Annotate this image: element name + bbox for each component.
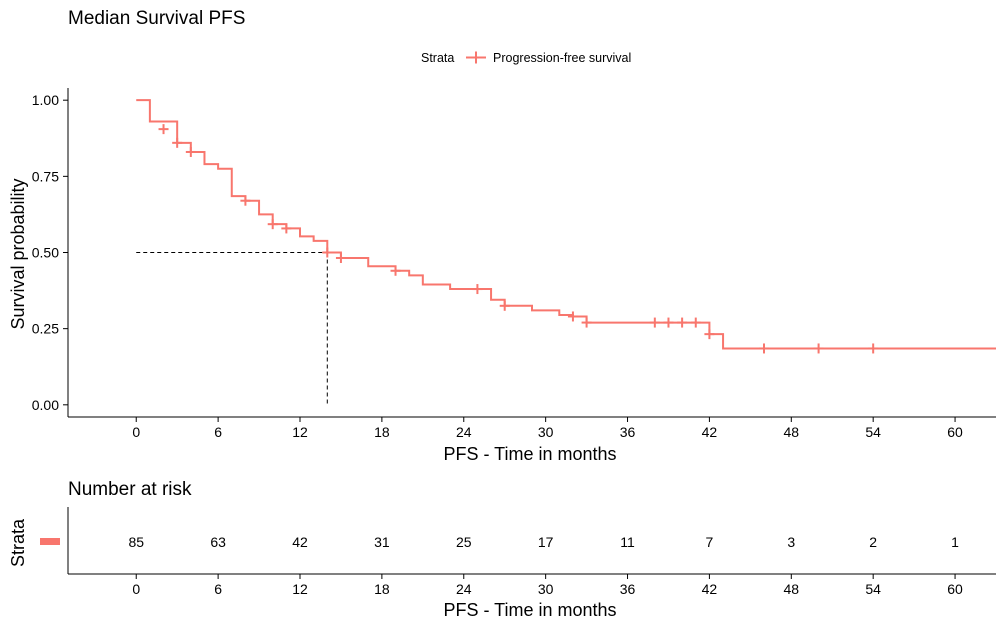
- censor-mark: [335, 252, 346, 263]
- risk-count: 11: [620, 534, 635, 550]
- risk-x-tick-label: 12: [292, 581, 308, 597]
- censor-mark: [581, 317, 592, 328]
- risk-x-tick-label: 18: [374, 581, 390, 597]
- x-tick-label: 36: [620, 424, 636, 440]
- risk-strata-swatch: [40, 538, 60, 545]
- x-tick-label: 6: [214, 424, 222, 440]
- risk-x-tick-label: 48: [784, 581, 800, 597]
- survival-curve: [136, 99, 996, 350]
- risk-x-tick-label: 42: [702, 581, 718, 597]
- risk-x-tick-label: 6: [214, 581, 222, 597]
- x-axis-title: PFS - Time in months: [443, 444, 616, 464]
- censor-mark: [158, 124, 169, 135]
- risk-table-title: Number at risk: [68, 479, 192, 500]
- x-tick-label: 0: [132, 424, 140, 440]
- risk-count: 42: [292, 534, 308, 550]
- risk-x-tick-label: 24: [456, 581, 472, 597]
- y-axis-title: Survival probability: [8, 178, 28, 329]
- censor-mark: [499, 300, 510, 311]
- y-tick-label: 0.75: [32, 168, 59, 184]
- censor-mark: [868, 343, 879, 354]
- censor-mark: [690, 317, 701, 328]
- risk-count: 63: [210, 534, 226, 550]
- risk-count: 2: [869, 534, 877, 550]
- x-tick-label: 60: [947, 424, 963, 440]
- censor-mark: [567, 311, 578, 322]
- y-tick-label: 0.25: [32, 321, 59, 337]
- risk-x-tick-label: 36: [620, 581, 636, 597]
- risk-count: 7: [706, 534, 714, 550]
- x-tick-label: 12: [292, 424, 308, 440]
- censor-mark: [813, 343, 824, 354]
- median-reference: [136, 252, 328, 405]
- x-tick-label: 42: [702, 424, 718, 440]
- risk-numbers: 85 63 42 31 25 17 11 7 3 2 1: [128, 534, 959, 550]
- y-tick-label: 0.50: [32, 245, 59, 261]
- x-tick-label: 24: [456, 424, 472, 440]
- censor-mark: [172, 137, 183, 148]
- x-tick-label: 30: [538, 424, 554, 440]
- censor-mark: [240, 195, 251, 206]
- x-tick-label: 54: [865, 424, 881, 440]
- risk-count: 25: [456, 534, 472, 550]
- censor-mark: [390, 265, 401, 276]
- risk-x-tick-label: 30: [538, 581, 554, 597]
- censor-mark: [759, 343, 769, 354]
- censor-marks: [158, 124, 879, 354]
- y-tick-label: 0.00: [32, 397, 59, 413]
- chart-title: Median Survival PFS: [68, 8, 245, 29]
- legend-title: Strata: [421, 51, 454, 65]
- risk-x-axis-title: PFS - Time in months: [443, 600, 616, 620]
- censor-mark: [185, 146, 196, 157]
- risk-x-tick-label: 60: [947, 581, 963, 597]
- y-axis-ticks: 0.00 0.25 0.50 0.75 1.00: [32, 92, 68, 413]
- x-axis-ticks: 0 6 12 18 24 30 36 42 48 54 60: [132, 417, 963, 440]
- y-tick-label: 1.00: [32, 92, 59, 108]
- censor-mark: [472, 284, 483, 295]
- risk-count: 1: [951, 534, 959, 550]
- risk-count: 31: [374, 534, 390, 550]
- risk-x-tick-label: 54: [865, 581, 881, 597]
- risk-x-tick-label: 0: [132, 581, 140, 597]
- x-tick-label: 18: [374, 424, 390, 440]
- risk-count: 3: [787, 534, 795, 550]
- censor-mark: [267, 219, 278, 230]
- censor-mark: [281, 223, 292, 234]
- censor-mark: [322, 247, 333, 258]
- legend: Strata Progression-free survival: [421, 51, 631, 65]
- censor-mark: [649, 317, 660, 328]
- risk-count: 17: [538, 534, 554, 550]
- risk-x-axis-ticks: 0 6 12 18 24 30 36 42 48 54 60: [132, 574, 963, 597]
- censor-mark: [677, 317, 688, 328]
- censor-mark: [704, 329, 715, 340]
- risk-count: 85: [128, 534, 144, 550]
- censor-mark: [663, 317, 674, 328]
- legend-entry: Progression-free survival: [493, 51, 631, 65]
- x-tick-label: 48: [784, 424, 800, 440]
- risk-y-axis-title: Strata: [8, 518, 28, 567]
